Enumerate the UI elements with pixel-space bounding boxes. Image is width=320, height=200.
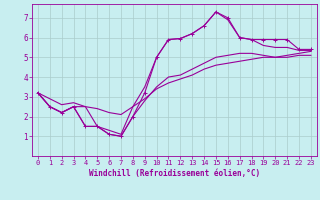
- X-axis label: Windchill (Refroidissement éolien,°C): Windchill (Refroidissement éolien,°C): [89, 169, 260, 178]
